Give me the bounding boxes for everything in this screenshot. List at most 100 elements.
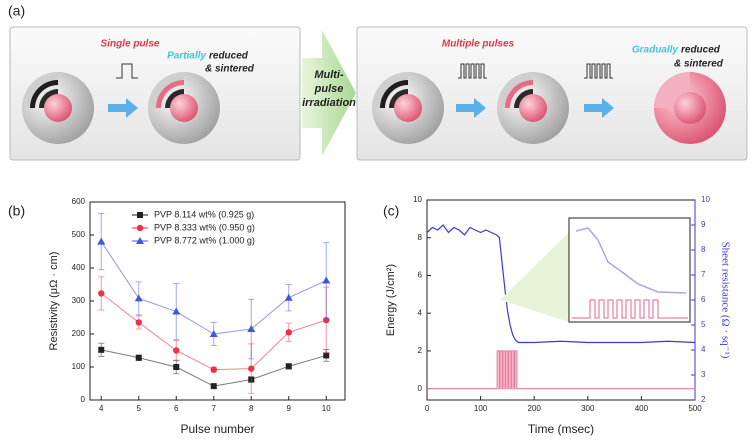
y-tick-label: 600	[72, 197, 86, 206]
marker	[136, 237, 144, 244]
marker	[173, 347, 180, 354]
caption: pulse	[314, 83, 344, 95]
caption: Multi-	[314, 69, 344, 81]
arrow	[108, 98, 138, 118]
x-tick-label: 300	[581, 404, 595, 413]
y2-tick-label: 5	[701, 320, 706, 329]
legend-label: PVP 8.114 wt% (0.925 g)	[154, 209, 254, 219]
y-tick-label: 4	[418, 308, 423, 317]
y2-axis-label: Sheet resistance (Ω · sq⁻¹)	[719, 242, 731, 359]
y-axis-label: Resistivity (μΩ · cm)	[48, 252, 60, 351]
y-tick-label: 0	[81, 395, 86, 404]
series-line	[427, 350, 695, 390]
x-tick-label: 100	[474, 404, 488, 413]
y-axis-label: Energy (J/cm²)	[385, 264, 397, 336]
y-tick-label: 10	[413, 195, 422, 204]
particle	[372, 72, 444, 144]
y-tick-label: 100	[72, 362, 86, 371]
x-tick-label: 4	[99, 404, 104, 413]
inset	[500, 217, 691, 323]
inset-pulses	[572, 299, 688, 319]
inset-curve	[575, 227, 687, 294]
pulse-icon	[116, 63, 138, 79]
marker	[285, 363, 292, 370]
marker	[98, 346, 105, 353]
marker	[136, 224, 144, 232]
zoom-area	[500, 232, 569, 322]
panel-label: (b)	[8, 203, 25, 219]
x-axis-label: Pulse number	[180, 422, 254, 436]
marker	[284, 293, 293, 301]
y-tick-label: 2	[418, 346, 423, 355]
marker	[135, 354, 142, 361]
caption: & sintered	[674, 59, 724, 70]
caption: irradiation	[302, 97, 356, 109]
x-tick-label: 5	[137, 404, 142, 413]
marker	[98, 290, 105, 297]
y-tick-label: 200	[72, 329, 86, 338]
panel-a: (a) Single pulse Partially reduced & sin…	[8, 3, 748, 161]
x-tick-label: 6	[174, 404, 179, 413]
marker	[248, 365, 255, 372]
marker	[173, 364, 180, 370]
x-tick-label: 10	[322, 404, 331, 413]
y2-tick-label: 6	[701, 295, 706, 304]
marker	[210, 366, 217, 373]
particle	[497, 72, 569, 144]
arrow	[456, 98, 486, 118]
particle	[22, 72, 94, 144]
y2-tick-label: 4	[701, 345, 706, 354]
x-tick-label: 9	[287, 404, 292, 413]
particle	[148, 72, 220, 144]
y2-tick-label: 8	[701, 245, 706, 254]
y-tick-label: 300	[72, 296, 86, 305]
y2-tick-label: 3	[701, 370, 706, 379]
series-line	[426, 224, 696, 344]
caption: reduced	[681, 45, 721, 56]
caption: Partially	[167, 51, 206, 62]
caption: & sintered	[205, 64, 255, 75]
x-tick-label: 200	[528, 404, 542, 413]
marker	[97, 237, 106, 245]
marker	[247, 325, 256, 333]
x-tick-label: 400	[635, 404, 649, 413]
caption: Single pulse	[101, 39, 160, 50]
marker	[135, 319, 142, 326]
caption: reduced	[209, 51, 249, 62]
y2-tick-label: 7	[701, 270, 706, 279]
pulse-icon	[584, 63, 613, 79]
legend-label: PVP 8.333 wt% (0.950 g)	[154, 222, 255, 232]
caption: Gradually	[632, 45, 679, 56]
arrow	[584, 98, 614, 118]
x-tick-label: 500	[688, 404, 702, 413]
y-tick-label: 6	[418, 271, 423, 280]
panel-label: (a)	[8, 3, 25, 19]
y2-tick-label: 10	[701, 195, 710, 204]
x-axis-label: Time (msec)	[528, 422, 594, 436]
inset-frame	[568, 217, 691, 323]
y-tick-label: 400	[72, 263, 86, 272]
marker	[209, 330, 218, 337]
x-tick-label: 0	[425, 404, 430, 413]
y2-tick-label: 2	[701, 395, 706, 404]
marker	[323, 352, 330, 359]
y-tick-label: 500	[72, 230, 86, 239]
marker	[134, 294, 143, 302]
y-tick-label: 0	[418, 384, 423, 393]
legend-label: PVP 8.772 wt% (1.000 g)	[154, 235, 255, 245]
panel-label: (c)	[383, 203, 399, 219]
plot-frame	[89, 201, 346, 401]
particle	[654, 72, 726, 144]
marker	[210, 383, 217, 390]
marker	[285, 329, 292, 336]
y-tick-label: 8	[418, 233, 423, 242]
y2-tick-label: 9	[701, 220, 706, 229]
marker	[322, 276, 331, 284]
marker	[172, 307, 181, 315]
marker	[137, 212, 143, 218]
caption: Multiple pulses	[442, 39, 515, 50]
pulse-icon	[458, 63, 487, 79]
x-tick-label: 8	[249, 404, 254, 413]
x-tick-label: 7	[212, 404, 217, 413]
